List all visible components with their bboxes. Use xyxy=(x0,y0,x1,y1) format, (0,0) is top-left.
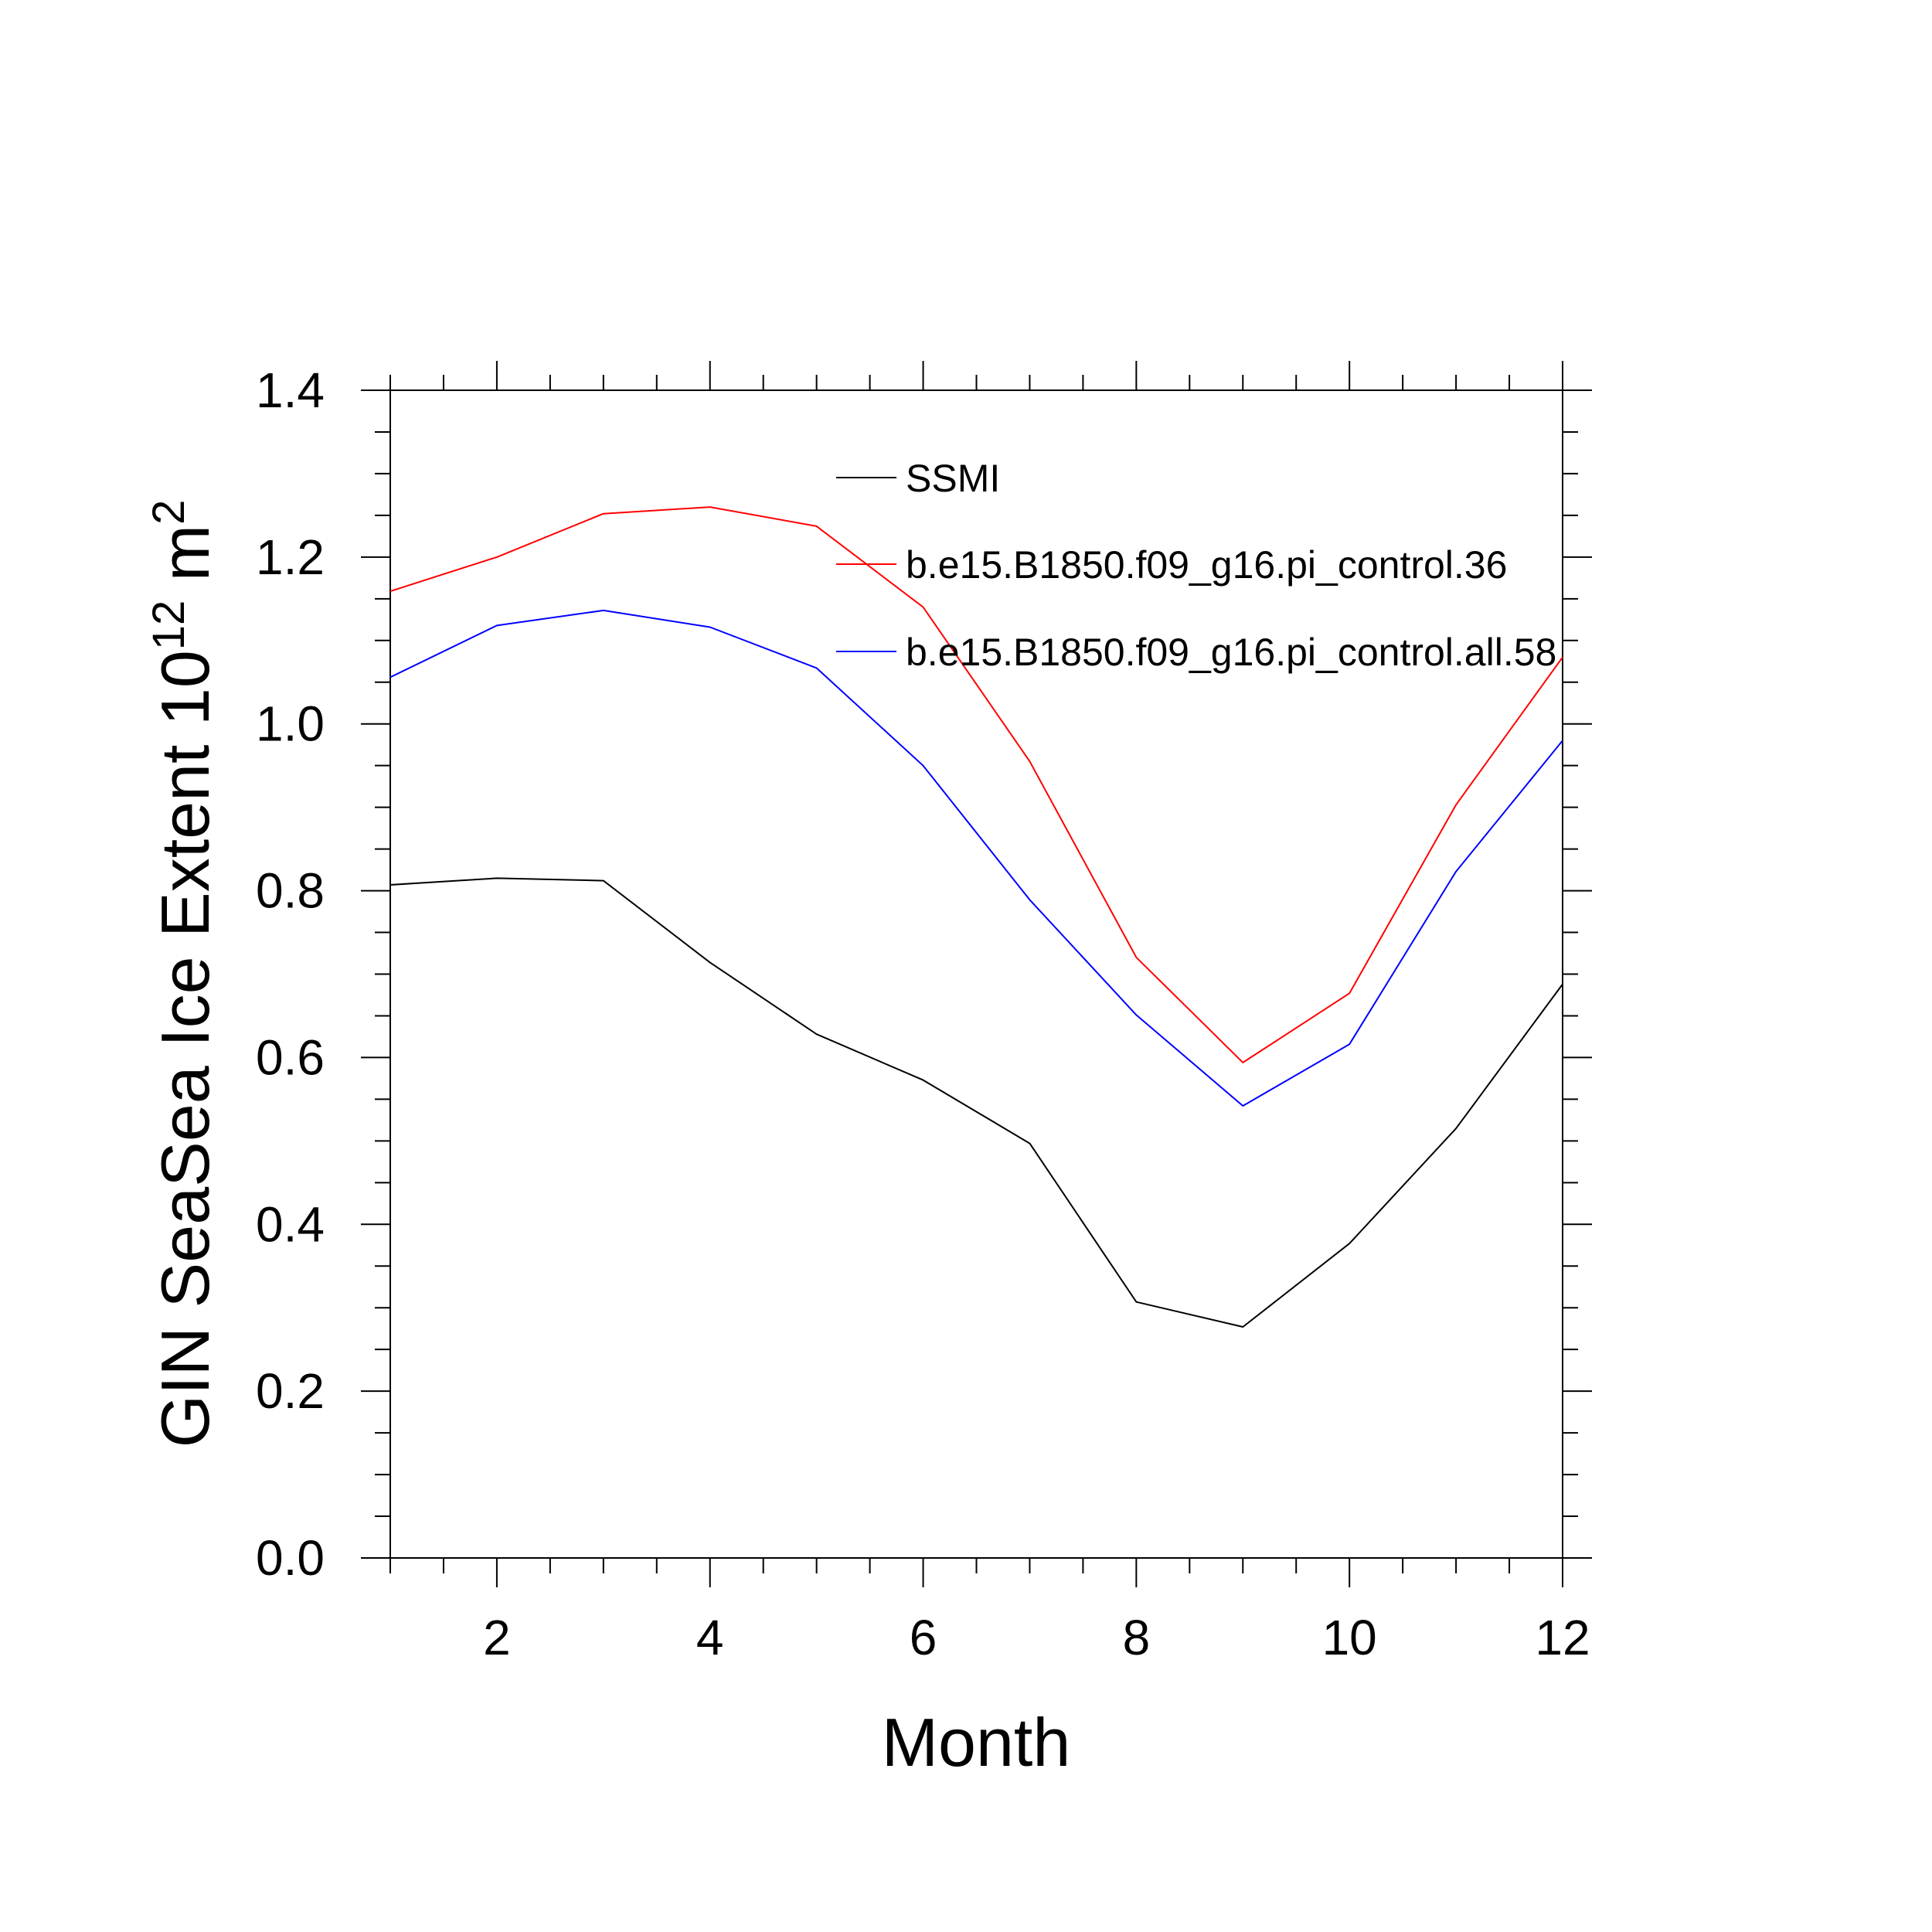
y-tick-label: 1.4 xyxy=(256,362,325,418)
y-tick-label: 1.0 xyxy=(256,696,325,752)
series-line-3 xyxy=(389,609,1563,1107)
y-axis-label: GIN SeaSea Ice Extent 1012 m2 xyxy=(144,500,223,1448)
x-tick-label: 2 xyxy=(483,1610,511,1665)
ticks xyxy=(361,361,1592,1587)
x-tick-label: 6 xyxy=(910,1610,937,1665)
y-tick-label: 1.2 xyxy=(256,529,325,585)
x-tick-label: 12 xyxy=(1535,1610,1590,1665)
x-axis-label: Month xyxy=(882,1704,1071,1781)
series-line-1 xyxy=(389,877,1563,1328)
x-tick-label: 8 xyxy=(1123,1610,1151,1665)
y-axis-label-unit: m xyxy=(147,525,223,600)
y-tick-label: 0.8 xyxy=(256,863,325,919)
y-tick-label: 0.4 xyxy=(256,1196,325,1252)
y-axis-label-main: GIN SeaSea Ice Extent 10 xyxy=(147,650,223,1447)
legend: SSMI b.e15.B1850.f09_g16.pi_control.36 b.e… xyxy=(836,457,1556,674)
x-tick-label: 10 xyxy=(1322,1610,1377,1665)
tick-labels: 2 4 6 8 10 12 0.0 0.2 0.4 0.6 0.8 1.0 1.2 1.4 xyxy=(256,362,1590,1665)
y-tick-label: 0.0 xyxy=(256,1530,325,1586)
y-tick-label: 0.2 xyxy=(256,1363,325,1419)
legend-label: b.e15.B1850.f09_g16.pi_control.36 xyxy=(906,543,1507,587)
series-lines xyxy=(389,506,1563,1328)
series-line-2 xyxy=(389,506,1563,1063)
y-tick-label: 0.6 xyxy=(256,1029,325,1085)
y-axis-label-exponent: 12 xyxy=(144,600,194,651)
x-tick-label: 4 xyxy=(696,1610,724,1665)
legend-label: SSMI xyxy=(906,457,1000,500)
legend-label: b.e15.B1850.f09_g16.pi_control.all.58 xyxy=(906,631,1556,674)
y-axis-label-unit-exponent: 2 xyxy=(144,500,194,525)
